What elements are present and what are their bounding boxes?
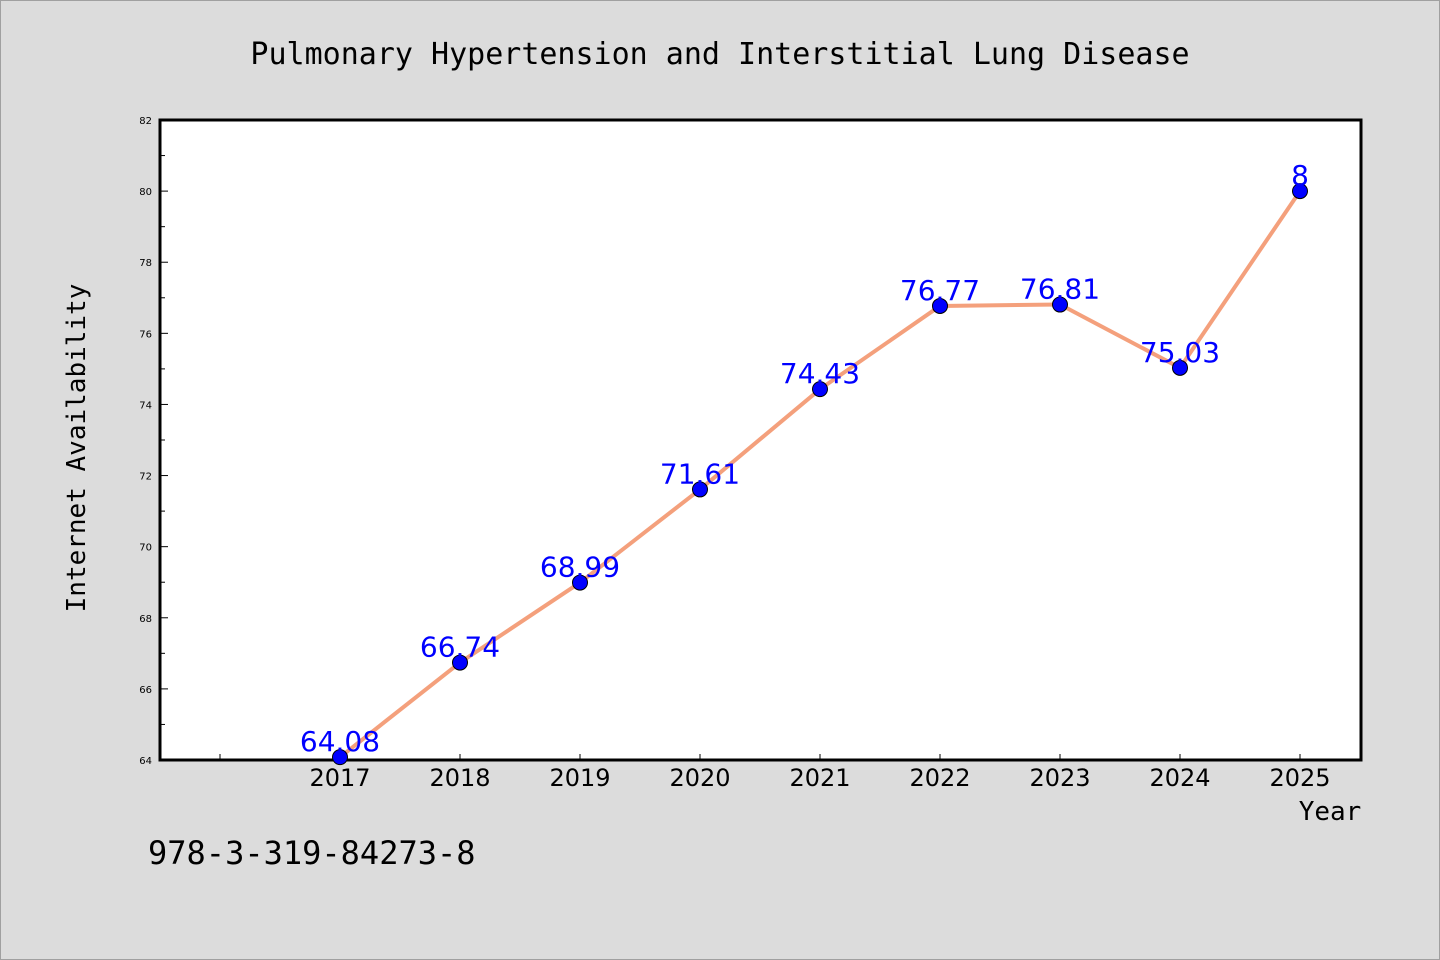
x-axis-label: Year (1299, 797, 1362, 827)
x-tick-label: 2025 (1269, 764, 1330, 792)
chart-title: Pulmonary Hypertension and Interstitial … (250, 37, 1189, 72)
data-markers (332, 183, 1308, 766)
y-tick-label: 68 (139, 614, 152, 625)
data-label: 64.08 (300, 725, 380, 758)
data-point (932, 297, 948, 314)
data-point (1052, 296, 1068, 313)
x-tick-label: 2022 (909, 764, 970, 792)
data-point (692, 481, 708, 498)
data-label: 68.99 (540, 551, 620, 584)
data-point (1292, 183, 1308, 200)
data-label: 8 (1291, 159, 1309, 192)
y-tick-label: 72 (139, 472, 152, 483)
isbn-footer: 978-3-319-84273-8 (148, 834, 476, 872)
data-label: 74.43 (780, 357, 860, 390)
y-tick-label: 66 (139, 685, 152, 696)
data-label: 76.81 (1020, 273, 1100, 306)
data-point (812, 381, 828, 398)
y-tick-label: 70 (139, 543, 152, 554)
x-tick-label: 2021 (789, 764, 850, 792)
y-tick-label: 74 (139, 400, 152, 411)
data-point (572, 574, 588, 591)
data-point (452, 654, 468, 671)
data-label: 66.74 (420, 631, 500, 664)
y-tick-label: 80 (139, 187, 152, 198)
x-axis: 2017 2018 2019 2020 2021 2022 2023 2024 2025 (219, 754, 1331, 792)
data-label: 76.77 (900, 274, 980, 307)
x-tick-label: 2019 (549, 764, 610, 792)
data-label: 75.03 (1140, 336, 1220, 369)
x-tick-label: 2018 (429, 764, 490, 792)
plot-area (158, 118, 1363, 762)
data-point (332, 749, 348, 766)
y-axis: 64 66 68 70 72 74 76 78 80 82 (139, 116, 168, 767)
x-tick-label: 2023 (1029, 764, 1090, 792)
y-tick-label: 76 (139, 329, 152, 340)
data-labels: 64.08 66.74 68.99 71.61 74.43 76.77 76.81 75.03… (300, 159, 1309, 758)
y-tick-label: 78 (139, 258, 152, 269)
y-axis-label: Internet Availability (62, 284, 92, 613)
x-tick-label: 2020 (669, 764, 730, 792)
x-tick-label: 2024 (1149, 764, 1210, 792)
x-tick-label: 2017 (309, 764, 370, 792)
y-tick-label: 82 (139, 116, 152, 127)
data-point (1172, 359, 1188, 376)
y-tick-label: 64 (139, 756, 152, 767)
data-label: 71.61 (660, 457, 740, 490)
